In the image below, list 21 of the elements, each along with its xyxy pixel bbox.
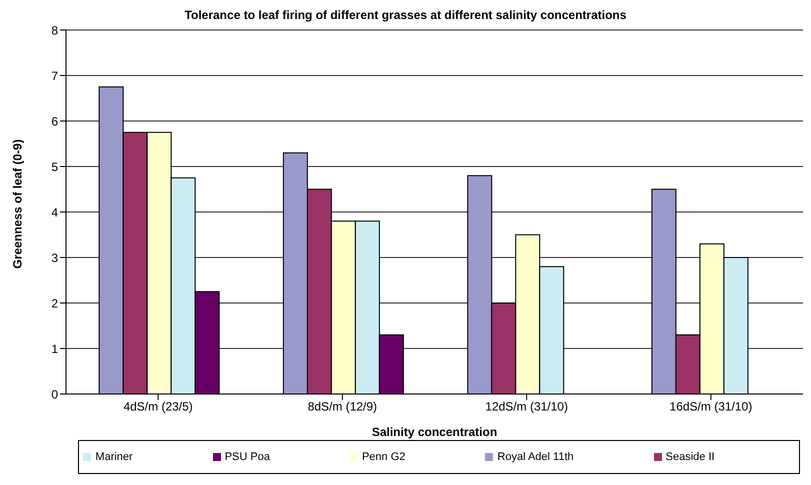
legend-label: Royal Adel 11th bbox=[497, 451, 574, 463]
y-tick-label: 0 bbox=[51, 387, 58, 402]
y-tick-label: 5 bbox=[51, 160, 58, 174]
legend-label: PSU Poa bbox=[224, 451, 270, 463]
y-tick-label: 2 bbox=[51, 296, 58, 310]
x-tick-label: 16dS/m (31/10) bbox=[670, 400, 752, 414]
legend-label: Seaside II bbox=[666, 451, 715, 463]
y-tick-label: 4 bbox=[51, 205, 58, 220]
y-tick-label: 3 bbox=[51, 250, 58, 265]
chart-title: Tolerance to leaf firing of different grasses at different salinity concentrations bbox=[184, 8, 628, 24]
x-tick-label: 4dS/m (23/5) bbox=[123, 400, 193, 414]
x-tick-label: 12dS/m (31/10) bbox=[485, 400, 568, 414]
y-tick-label: 7 bbox=[51, 68, 58, 83]
legend-label: Mariner bbox=[95, 451, 133, 463]
y-axis-title: Greenness of leaf (0-9) bbox=[11, 139, 25, 269]
x-axis-title: Salinity concentration bbox=[372, 425, 498, 439]
y-tick-label: 1 bbox=[51, 342, 58, 356]
y-tick-label: 6 bbox=[51, 114, 58, 128]
y-tick-label: 8 bbox=[51, 23, 58, 38]
legend-label: Penn G2 bbox=[362, 451, 406, 463]
x-tick-label: 8dS/m (12/9) bbox=[308, 400, 378, 414]
